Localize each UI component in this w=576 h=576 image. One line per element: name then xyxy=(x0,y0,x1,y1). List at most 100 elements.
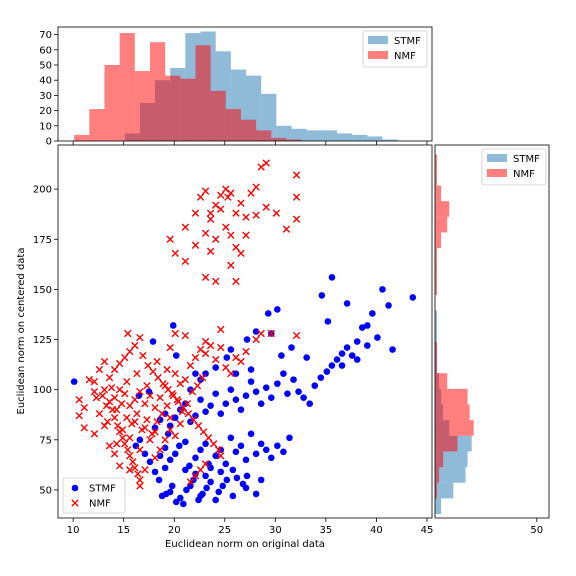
top-hist-bar-stmf xyxy=(382,139,398,141)
scatter-point-nmf xyxy=(242,231,250,239)
scatter-point-nmf xyxy=(292,331,301,340)
right-hist-bar-stmf xyxy=(435,467,466,483)
scatter-point-stmf xyxy=(197,446,204,454)
scatter-point-nmf xyxy=(171,369,179,378)
scatter-point-nmf xyxy=(124,446,132,454)
scatter-point-stmf xyxy=(212,496,219,504)
scatter-point-nmf xyxy=(112,440,121,448)
scatter-point-stmf xyxy=(379,286,386,293)
scatter-point-nmf xyxy=(158,410,166,418)
scatter-point-nmf xyxy=(115,462,124,470)
scatter-point-stmf xyxy=(182,438,189,446)
scatter-point-nmf xyxy=(151,428,159,436)
scatter-point-stmf xyxy=(328,274,336,281)
scatter-point-nmf xyxy=(143,416,151,424)
legend-swatch-nmf xyxy=(487,169,507,177)
scatter-point-nmf xyxy=(118,434,127,442)
top-hist-bar-nmf xyxy=(89,109,105,141)
right-hist-bar-nmf xyxy=(435,154,438,170)
right-histogram-legend: STMF NMF xyxy=(481,148,547,186)
scatter-point-stmf xyxy=(161,444,169,452)
scatter-point-stmf xyxy=(151,468,159,476)
scatter-point-stmf xyxy=(247,366,255,373)
scatter-point-nmf xyxy=(199,428,208,436)
right-hist-bar-nmf xyxy=(435,279,438,296)
right-hist-bar-nmf xyxy=(435,373,448,389)
scatter-point-stmf xyxy=(169,322,177,329)
scatter-point-nmf xyxy=(191,241,200,249)
scatter-point-nmf xyxy=(282,225,291,233)
scatter-point-stmf xyxy=(192,470,199,478)
right-histogram: 50 STMF NMF xyxy=(434,144,550,536)
top-hist-bar-stmf xyxy=(352,134,368,141)
scatter-point-nmf xyxy=(201,229,210,237)
scatter-point-nmf xyxy=(194,422,203,430)
top-hist-bar-nmf xyxy=(104,65,120,141)
scatter-point-nmf xyxy=(181,331,190,340)
scatter-point-nmf xyxy=(149,367,157,376)
scatter-point-stmf xyxy=(252,490,260,498)
scatter-point-stmf xyxy=(284,390,291,397)
scatter-point-nmf xyxy=(181,375,190,384)
scatter-point-stmf xyxy=(177,494,184,502)
right-hist-bar-nmf xyxy=(435,201,450,217)
scatter-point-nmf xyxy=(110,365,119,374)
scatter-point-nmf xyxy=(126,452,134,460)
top-y-tick-label: 30 xyxy=(39,91,52,102)
scatter-point-nmf xyxy=(222,363,230,372)
scatter-point-nmf xyxy=(196,345,205,354)
scatter-point-stmf xyxy=(187,418,194,426)
scatter-point-stmf xyxy=(232,448,240,456)
legend-label-nmf: NMF xyxy=(89,499,111,510)
top-hist-bar-nmf xyxy=(271,137,287,141)
top-histogram-y-ticks: 0 10 20 30 40 50 60 70 xyxy=(39,30,58,148)
scatter-point-stmf xyxy=(343,300,351,307)
scatter-point-stmf xyxy=(385,302,392,309)
scatter-point-stmf xyxy=(202,440,209,448)
scatter-point-stmf xyxy=(207,402,214,409)
scatter-point-stmf xyxy=(171,414,179,422)
top-hist-bar-nmf xyxy=(286,139,302,141)
scatter-point-nmf xyxy=(227,261,235,270)
scatter-point-stmf xyxy=(197,492,204,500)
scatter-point-nmf xyxy=(80,404,88,412)
scatter-point-nmf xyxy=(131,418,139,426)
scatter-point-stmf xyxy=(306,400,313,407)
scatter-point-stmf xyxy=(136,436,144,444)
scatter-point-stmf xyxy=(217,468,225,476)
scatter-point-nmf xyxy=(171,249,179,257)
top-hist-bar-nmf xyxy=(74,134,90,141)
scatter-point-stmf xyxy=(223,476,231,484)
scatter-point-stmf xyxy=(156,452,164,460)
top-hist-bar-nmf xyxy=(180,78,196,141)
scatter-point-nmf xyxy=(196,466,205,474)
scatter-point-nmf xyxy=(227,231,235,239)
top-hist-bar-stmf xyxy=(276,125,292,141)
scatter-point-nmf xyxy=(156,446,164,454)
scatter-point-nmf xyxy=(90,387,99,396)
right-hist-bar-nmf xyxy=(435,467,440,483)
scatter-point-stmf xyxy=(217,410,225,418)
scatter-point-stmf xyxy=(212,452,219,460)
scatter-point-nmf xyxy=(174,397,182,406)
top-y-tick-label: 50 xyxy=(39,61,52,72)
legend-swatch-nmf xyxy=(368,51,388,59)
top-hist-bar-stmf xyxy=(321,130,337,141)
scatter-point-stmf xyxy=(267,454,275,462)
scatter-point-nmf xyxy=(144,361,152,370)
scatter-point-nmf xyxy=(262,203,270,211)
scatter-point-nmf xyxy=(232,243,240,251)
right-hist-bar-nmf xyxy=(435,357,438,374)
scatter-point-stmf xyxy=(409,294,417,301)
scatter-point-nmf xyxy=(141,424,149,432)
scatter-point-stmf xyxy=(318,292,326,299)
scatter-point-stmf xyxy=(192,412,199,420)
top-histogram-x-ticks xyxy=(72,141,428,145)
scatter-point-nmf xyxy=(232,209,240,217)
x-tick-label: 10 xyxy=(67,525,80,536)
scatter-point-stmf xyxy=(172,352,180,359)
right-hist-bar-stmf xyxy=(435,482,454,499)
legend-label-nmf: NMF xyxy=(394,51,416,62)
scatter-point-stmf xyxy=(182,466,189,474)
